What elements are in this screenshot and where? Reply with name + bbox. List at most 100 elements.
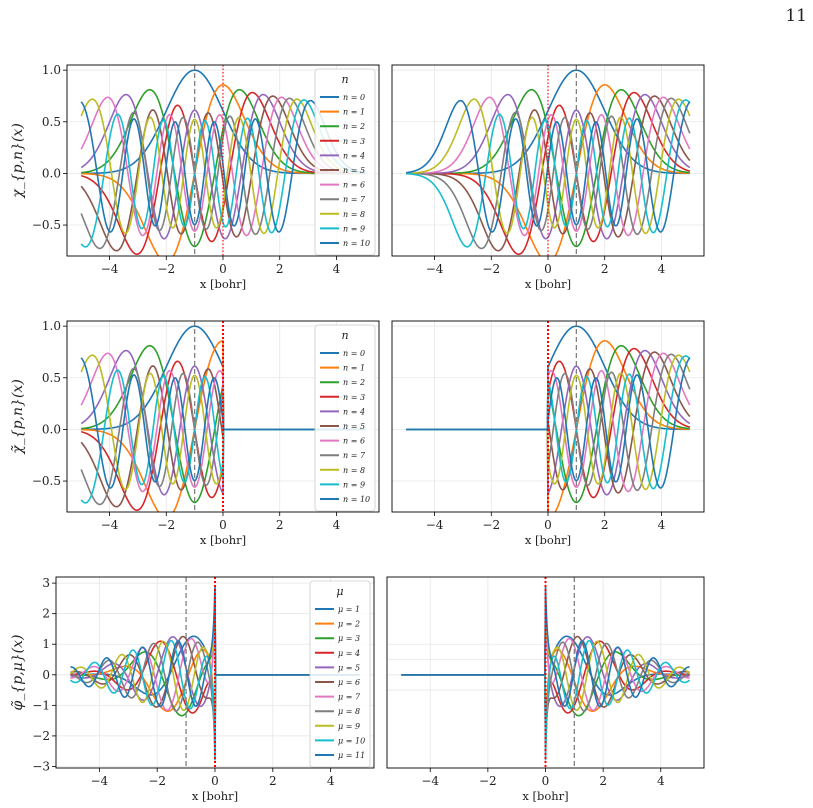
y-tick-label: 0.0 [42, 422, 61, 436]
x-tick-label: 4 [658, 518, 666, 532]
legend-entry: n = 7 [343, 195, 366, 204]
x-axis-label: x [bohr] [522, 789, 568, 803]
x-tick-label: 4 [657, 774, 665, 788]
y-tick-label: −0.5 [32, 474, 61, 488]
legend-entry: n = 4 [343, 151, 365, 160]
x-tick-label: 2 [276, 262, 284, 276]
y-tick-label: −0.5 [32, 218, 61, 232]
legend-title: μ [336, 585, 343, 598]
y-axis-label: φ̃_{p,μ}(x) [10, 635, 26, 711]
legend-entry: μ = 4 [338, 649, 360, 658]
x-tick-label: 4 [333, 262, 341, 276]
chart-panel-r2c1: −4 −2 0 2 4x [bohr]−0.50.00.51.0χ̃_{p,n}(x)n… [10, 319, 380, 547]
y-tick-label: 0.0 [42, 166, 61, 180]
page-number: 11 [785, 6, 807, 26]
x-tick-label: 2 [276, 518, 284, 532]
legend-entry: n = 0 [343, 93, 365, 102]
x-tick-label: 0 [542, 774, 550, 788]
x-tick-label: 4 [333, 518, 341, 532]
legend-entry: n = 7 [343, 451, 366, 460]
series-line-3 [406, 91, 691, 256]
legend-entry: n = 3 [343, 137, 365, 146]
legend-entry: n = 10 [343, 495, 370, 504]
x-axis-label: x [bohr] [200, 533, 246, 547]
legend-entry: n = 8 [343, 466, 365, 475]
y-tick-label: 3 [42, 576, 50, 590]
x-tick-label: 2 [601, 518, 609, 532]
x-tick-label: 0 [211, 774, 219, 788]
x-tick-label: −2 [157, 262, 175, 276]
y-tick-label: 1.0 [42, 319, 61, 333]
x-tick-label: −2 [482, 262, 500, 276]
y-tick-label: −3 [32, 759, 50, 773]
y-tick-label: 2 [42, 607, 50, 621]
x-tick-label: 4 [327, 774, 335, 788]
legend-entry: n = 2 [343, 122, 365, 131]
y-tick-label: 1.0 [42, 63, 61, 77]
x-tick-label: 0 [544, 518, 552, 532]
legend: μ μ = 1 μ = 2 μ = 3 μ = 4 μ = 5 μ = 6 μ = 7 μ = … [309, 580, 371, 768]
chart-panel-r2c2: −4 −2 0 2 4 x [bohr] [391, 320, 705, 547]
x-tick-label: 2 [599, 774, 607, 788]
legend-entry: n = 9 [343, 224, 365, 233]
x-axis-label: x [bohr] [200, 277, 246, 291]
legend-entry: μ = 2 [338, 620, 360, 629]
x-tick-label: −4 [426, 518, 444, 532]
x-tick-label: 0 [219, 262, 227, 276]
x-tick-label: 0 [544, 262, 552, 276]
legend-entry: n = 5 [343, 166, 365, 175]
legend-entry: n = 2 [343, 378, 365, 387]
legend-entry: n = 6 [343, 437, 365, 446]
legend-entry: n = 3 [343, 393, 365, 402]
legend-entry: n = 0 [343, 349, 365, 358]
x-tick-label: −2 [157, 518, 175, 532]
x-tick-label: −4 [101, 518, 119, 532]
legend-entry: μ = 5 [338, 663, 360, 672]
y-axis-label: χ_{p,n}(x) [10, 123, 26, 199]
legend-entry: n = 10 [343, 239, 370, 248]
y-tick-label: −1 [32, 698, 50, 712]
y-tick-label: 1 [42, 637, 50, 651]
x-tick-label: −2 [148, 774, 166, 788]
x-tick-label: 4 [658, 262, 666, 276]
legend-entry: n = 6 [343, 181, 365, 190]
legend-entry: n = 9 [343, 480, 365, 489]
y-tick-label: 0 [42, 668, 50, 682]
x-axis-label: x [bohr] [525, 533, 571, 547]
chart-panel-r3c2: −4 −2 0 2 4 x [bohr] [386, 576, 705, 803]
x-tick-label: −4 [101, 262, 119, 276]
legend-title: n [341, 329, 348, 342]
legend-title: n [341, 73, 348, 86]
x-axis-label: x [bohr] [525, 277, 571, 291]
y-tick-label: −2 [32, 729, 50, 743]
y-tick-label: 0.5 [42, 115, 61, 129]
legend-box [309, 580, 371, 768]
legend-entry: μ = 9 [338, 722, 360, 731]
legend-entry: n = 1 [343, 364, 365, 373]
series-line-6 [406, 96, 691, 237]
legend-entry: μ = 11 [338, 751, 365, 760]
legend-entry: μ = 6 [338, 678, 360, 687]
legend: n n = 0 n = 1 n = 2 n = 3 n = 4 n = 5 n = 6 n = … [314, 68, 376, 256]
legend-box [314, 324, 376, 512]
chart-panel-r3c1: −4 −2 0 2 4 x [bohr] −3 −2 −1 0 1 2 3 φ̃_{p,μ}(x) μ μ =… [10, 576, 375, 803]
x-tick-label: −4 [421, 774, 439, 788]
legend-box [314, 68, 376, 256]
legend: n n = 0 n = 1 n = 2 n = 3 n = 4 n = 5 n = 6 n = … [314, 324, 376, 512]
legend-entry: μ = 10 [338, 736, 365, 745]
series-line-9 [406, 99, 691, 248]
chart-panel-r1c2: −4 −2 0 2 4 x [bohr] [391, 64, 705, 291]
x-tick-label: 2 [601, 262, 609, 276]
legend-entry: μ = 8 [338, 707, 360, 716]
x-tick-label: 2 [269, 774, 277, 788]
series-line-10 [406, 357, 691, 489]
series-line-10 [406, 99, 691, 233]
legend-entry: n = 5 [343, 422, 365, 431]
legend-entry: n = 8 [343, 210, 365, 219]
legend-entry: n = 1 [343, 108, 365, 117]
legend-entry: n = 4 [343, 407, 365, 416]
legend-entry: μ = 3 [338, 634, 360, 643]
y-tick-label: 0.5 [42, 371, 61, 385]
y-axis-label: χ̃_{p,n}(x) [10, 379, 26, 455]
